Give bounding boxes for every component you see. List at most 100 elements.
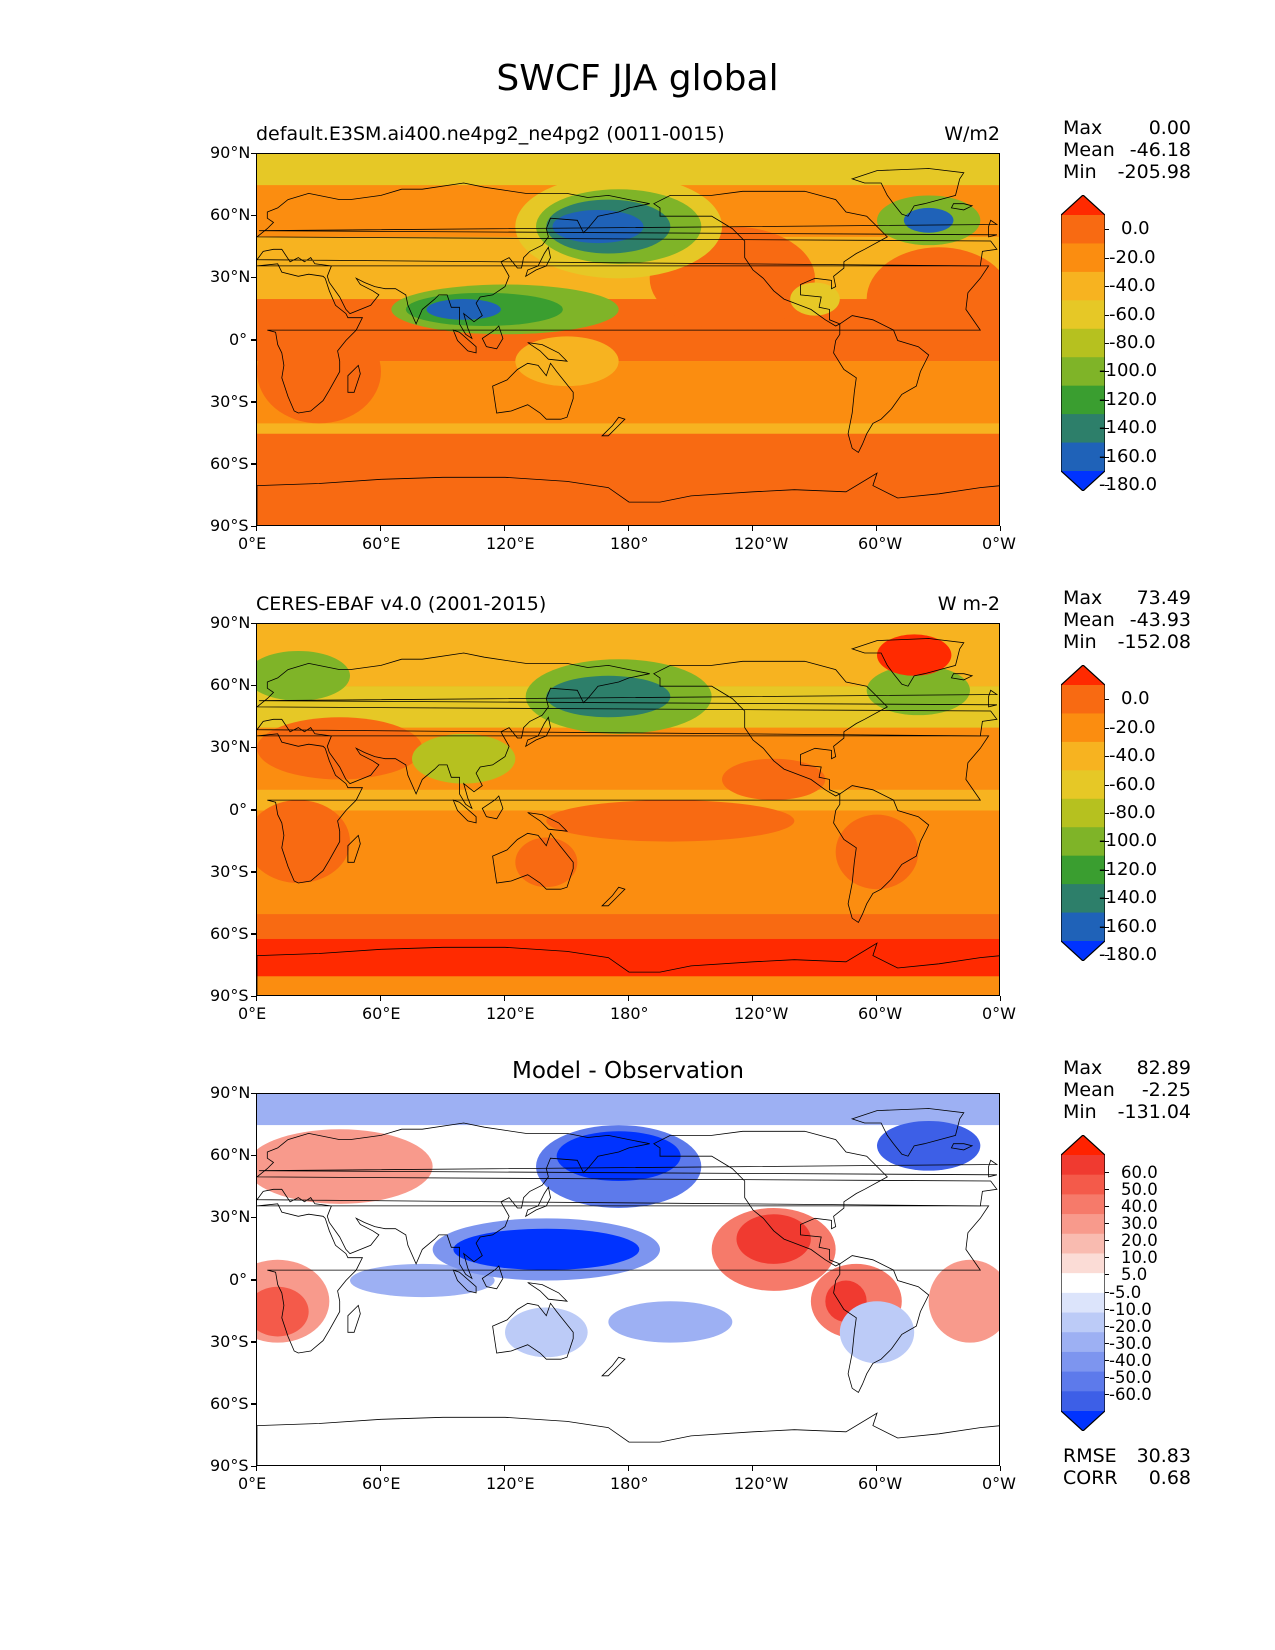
coastline-japan bbox=[524, 716, 551, 748]
field-blob bbox=[426, 299, 501, 320]
field-blob bbox=[866, 247, 999, 351]
x-tick-label: 0°W bbox=[982, 1474, 1016, 1493]
stat-max-label: Max bbox=[1063, 117, 1103, 139]
x-tick bbox=[751, 996, 753, 1001]
field-blob bbox=[257, 1129, 433, 1204]
y-tick bbox=[251, 525, 256, 527]
field-blob bbox=[505, 1307, 588, 1358]
stats-diff: Max 82.89 Mean -2.25 Min -131.04 bbox=[1063, 1057, 1191, 1123]
x-tick-label: 60°E bbox=[362, 1004, 401, 1023]
field-blob bbox=[515, 837, 578, 888]
colorbar-tick bbox=[1105, 343, 1109, 344]
panel-title-diff: Model - Observation bbox=[511, 1058, 745, 1084]
colorbar-extend-max bbox=[1061, 1135, 1105, 1155]
coastline-sumatra bbox=[452, 329, 477, 354]
y-tick bbox=[251, 1465, 256, 1467]
colorbar-segment bbox=[1061, 1371, 1105, 1392]
colorbar-segment bbox=[1061, 798, 1105, 828]
coastline-borneo bbox=[481, 795, 504, 820]
coastline-africa bbox=[257, 733, 990, 884]
stat-mean-value: -46.18 bbox=[1129, 139, 1191, 161]
y-tick-label: 90°S bbox=[210, 1456, 249, 1475]
stat-mean-label: Mean bbox=[1063, 1079, 1115, 1101]
x-tick bbox=[751, 1466, 753, 1471]
x-tick-label: 60°W bbox=[858, 534, 903, 553]
x-tick bbox=[875, 526, 877, 531]
field-blob bbox=[257, 319, 381, 424]
field-blob bbox=[453, 1228, 640, 1271]
colorbar-segment bbox=[1061, 328, 1105, 358]
x-tick bbox=[503, 1466, 505, 1471]
colorbar-tick-label: 5.0 bbox=[1121, 1265, 1148, 1285]
x-tick-label: 180° bbox=[610, 1004, 649, 1023]
colorbar-tick-label: -30.0 bbox=[1109, 1333, 1152, 1353]
y-tick-label: 0° bbox=[229, 1269, 248, 1289]
coastline-antarctica bbox=[257, 472, 999, 525]
y-tick bbox=[251, 1092, 256, 1094]
colorbar-tick-label: -50.0 bbox=[1109, 1367, 1152, 1387]
coastline-australia bbox=[492, 1302, 574, 1360]
x-tick bbox=[875, 1466, 877, 1471]
colorbar-tick bbox=[1105, 869, 1109, 871]
field-blob bbox=[257, 650, 350, 701]
colorbar-tick bbox=[1105, 955, 1109, 957]
colorbar-tick bbox=[1105, 456, 1109, 458]
colorbar-tick bbox=[1105, 371, 1109, 373]
field-blob bbox=[877, 634, 952, 676]
y-tick bbox=[251, 995, 256, 997]
field-blob bbox=[736, 1214, 811, 1264]
y-tick-label: 60°N bbox=[210, 205, 251, 225]
colorbar-tick bbox=[1105, 1393, 1109, 1395]
y-tick-label: 90°N bbox=[210, 613, 251, 632]
colorbar-tick-label: 20.0 bbox=[1121, 1231, 1158, 1251]
colorbar-tick-label: -20.0 bbox=[1109, 716, 1156, 738]
colorbar-segment bbox=[1061, 1214, 1105, 1235]
colorbar-tick bbox=[1105, 898, 1109, 900]
x-tick bbox=[379, 526, 381, 531]
colorbar-tick-label: -40.0 bbox=[1109, 1350, 1152, 1370]
colorbar-segment bbox=[1061, 884, 1105, 914]
x-tick-label: 0°W bbox=[982, 534, 1016, 553]
colorbar-tick-label: 40.0 bbox=[1121, 1197, 1158, 1217]
colorbar-tick-label: -60.0 bbox=[1109, 1384, 1152, 1404]
stat-min-value: -152.08 bbox=[1117, 631, 1191, 653]
field-blob bbox=[412, 733, 516, 784]
coastline-new-guinea bbox=[527, 342, 569, 362]
colorbar-segment bbox=[1061, 1351, 1105, 1373]
stat-max-value: 0.00 bbox=[1148, 117, 1191, 139]
colorbar-tick bbox=[1105, 1223, 1109, 1225]
colorbar-canvas bbox=[1060, 1134, 1106, 1432]
map-diff bbox=[256, 1093, 1000, 1466]
field-blob bbox=[866, 665, 970, 716]
colorbar-tick-label: -140.0 bbox=[1099, 417, 1158, 439]
colorbar-tick bbox=[1105, 1206, 1109, 1208]
colorbar-tick-label: 60.0 bbox=[1121, 1163, 1158, 1183]
y-tick-label: 60°S bbox=[210, 453, 249, 473]
coastline-uk bbox=[259, 219, 999, 238]
coastline-greenland bbox=[850, 1108, 965, 1157]
colorbar-segment bbox=[1061, 770, 1105, 800]
field-band bbox=[257, 1094, 999, 1126]
field-blob bbox=[608, 1301, 733, 1343]
coastline-south-america bbox=[833, 1255, 930, 1393]
coastline-new-guinea bbox=[527, 812, 569, 832]
colorbar-extend-min bbox=[1061, 941, 1105, 961]
colorbar-tick-label: -20.0 bbox=[1109, 1316, 1152, 1336]
colorbar-extend-min bbox=[1061, 1411, 1105, 1431]
y-tick bbox=[251, 214, 256, 217]
colorbar-obs bbox=[1060, 664, 1106, 962]
colorbar-segment bbox=[1061, 243, 1105, 273]
colorbar-tick bbox=[1105, 399, 1109, 401]
colorbar-tick bbox=[1105, 1257, 1109, 1259]
x-tick-label: 0°E bbox=[238, 1004, 267, 1023]
colorbar-tick bbox=[1105, 485, 1109, 487]
y-tick-label: 60°S bbox=[210, 923, 249, 943]
coastline-antarctica bbox=[257, 1412, 999, 1465]
stat-max-label: Max bbox=[1063, 1057, 1103, 1079]
coastline-africa bbox=[257, 263, 990, 414]
colorbar-extend-min bbox=[1061, 471, 1105, 491]
y-tick bbox=[251, 401, 256, 403]
y-tick-label: 30°S bbox=[210, 1331, 249, 1351]
x-tick-label: 120°W bbox=[734, 534, 789, 553]
stats-obs: Max 73.49 Mean -43.93 Min -152.08 bbox=[1063, 587, 1191, 653]
